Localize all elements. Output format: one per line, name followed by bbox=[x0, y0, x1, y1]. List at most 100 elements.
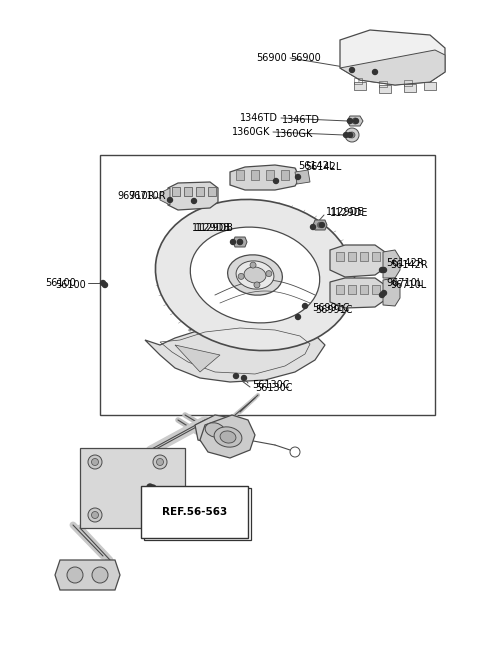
Ellipse shape bbox=[244, 267, 266, 283]
Polygon shape bbox=[295, 170, 310, 184]
Bar bbox=[354, 82, 366, 90]
Bar bbox=[354, 78, 362, 84]
Polygon shape bbox=[200, 415, 255, 458]
Text: REF.56-563: REF.56-563 bbox=[165, 509, 230, 519]
Ellipse shape bbox=[190, 227, 320, 323]
Bar bbox=[196, 187, 204, 196]
Bar bbox=[360, 252, 368, 261]
Circle shape bbox=[233, 373, 239, 379]
Text: 1129DB: 1129DB bbox=[192, 223, 231, 233]
Polygon shape bbox=[168, 182, 218, 210]
Text: 56900: 56900 bbox=[256, 53, 287, 63]
Circle shape bbox=[156, 512, 164, 519]
Circle shape bbox=[241, 375, 247, 381]
Circle shape bbox=[296, 174, 300, 179]
Text: 1129DE: 1129DE bbox=[326, 207, 364, 217]
Text: 56142R: 56142R bbox=[390, 260, 428, 270]
Circle shape bbox=[100, 280, 106, 286]
Bar bbox=[424, 82, 436, 90]
Polygon shape bbox=[233, 237, 247, 247]
Bar bbox=[379, 81, 387, 87]
Text: 1346TD: 1346TD bbox=[240, 113, 278, 123]
Polygon shape bbox=[55, 560, 120, 590]
Circle shape bbox=[92, 512, 98, 519]
Polygon shape bbox=[340, 50, 445, 85]
Circle shape bbox=[348, 132, 352, 138]
Ellipse shape bbox=[236, 261, 274, 289]
Circle shape bbox=[382, 291, 386, 295]
Text: 56100: 56100 bbox=[55, 280, 86, 290]
Bar bbox=[336, 285, 344, 294]
Circle shape bbox=[92, 567, 108, 583]
Polygon shape bbox=[340, 30, 445, 85]
Polygon shape bbox=[383, 278, 400, 306]
Circle shape bbox=[67, 567, 83, 583]
Circle shape bbox=[103, 282, 108, 288]
Circle shape bbox=[274, 179, 278, 183]
Bar bbox=[266, 170, 274, 180]
Polygon shape bbox=[195, 415, 238, 445]
Text: 96710R: 96710R bbox=[128, 191, 166, 201]
Circle shape bbox=[352, 118, 358, 124]
Circle shape bbox=[88, 455, 102, 469]
Bar bbox=[379, 85, 391, 93]
Circle shape bbox=[168, 198, 172, 202]
Circle shape bbox=[353, 119, 359, 124]
Text: 56130C: 56130C bbox=[255, 383, 292, 393]
Text: 56142R: 56142R bbox=[386, 258, 424, 268]
Text: 1129DB: 1129DB bbox=[195, 223, 234, 233]
Circle shape bbox=[238, 240, 242, 244]
Circle shape bbox=[147, 484, 153, 490]
Bar bbox=[100, 155, 435, 415]
Circle shape bbox=[153, 508, 167, 522]
Bar bbox=[372, 252, 380, 261]
Circle shape bbox=[296, 314, 300, 320]
Polygon shape bbox=[175, 345, 220, 372]
Circle shape bbox=[92, 458, 98, 466]
Polygon shape bbox=[230, 165, 300, 190]
Polygon shape bbox=[330, 245, 385, 277]
Text: 96710L: 96710L bbox=[390, 280, 426, 290]
Circle shape bbox=[88, 508, 102, 522]
Bar bbox=[360, 285, 368, 294]
Circle shape bbox=[192, 198, 196, 204]
Circle shape bbox=[311, 225, 315, 229]
Bar bbox=[208, 187, 216, 196]
Bar bbox=[336, 252, 344, 261]
Circle shape bbox=[238, 273, 244, 280]
Polygon shape bbox=[145, 325, 325, 382]
Bar bbox=[80, 448, 185, 528]
Bar bbox=[236, 170, 244, 180]
Text: 56900: 56900 bbox=[290, 53, 321, 63]
Ellipse shape bbox=[205, 422, 225, 438]
Circle shape bbox=[230, 240, 236, 244]
Text: 56130C: 56130C bbox=[252, 380, 289, 390]
Polygon shape bbox=[347, 116, 363, 126]
Circle shape bbox=[317, 223, 323, 227]
Bar bbox=[251, 170, 259, 180]
Polygon shape bbox=[160, 188, 170, 205]
Circle shape bbox=[344, 132, 348, 138]
Text: 96710L: 96710L bbox=[386, 278, 422, 288]
Bar bbox=[348, 252, 356, 261]
Text: 56142L: 56142L bbox=[298, 161, 335, 171]
Circle shape bbox=[238, 240, 242, 244]
Circle shape bbox=[345, 128, 359, 142]
Circle shape bbox=[302, 303, 308, 309]
Circle shape bbox=[266, 271, 272, 276]
Text: 1129DE: 1129DE bbox=[330, 208, 368, 218]
Text: 56100: 56100 bbox=[45, 278, 76, 288]
Text: 96710R: 96710R bbox=[117, 191, 155, 201]
Circle shape bbox=[150, 485, 156, 491]
Text: 1360GK: 1360GK bbox=[232, 127, 270, 137]
Text: 56991C: 56991C bbox=[315, 305, 352, 315]
Text: 56142L: 56142L bbox=[305, 162, 341, 172]
Circle shape bbox=[372, 69, 377, 75]
Circle shape bbox=[382, 267, 386, 272]
Ellipse shape bbox=[228, 255, 282, 295]
Bar bbox=[372, 285, 380, 294]
Circle shape bbox=[380, 267, 384, 272]
Circle shape bbox=[250, 262, 256, 268]
Polygon shape bbox=[330, 278, 385, 308]
Circle shape bbox=[320, 223, 324, 227]
